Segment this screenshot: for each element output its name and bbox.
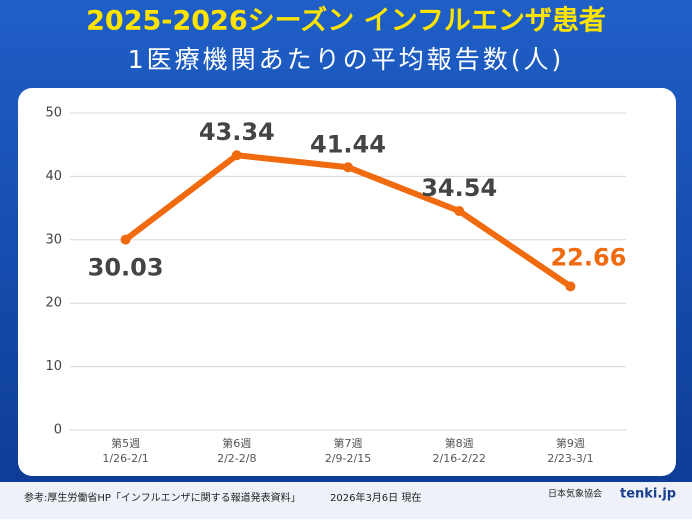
x-tick-label: 第6週 xyxy=(222,436,251,450)
chart-title: 2025-2026シーズン インフルエンザ患者 xyxy=(86,5,606,37)
y-tick-label: 20 xyxy=(45,296,62,311)
x-tick-sublabel: 2/16-2/22 xyxy=(433,452,486,465)
value-label: 43.34 xyxy=(199,118,275,146)
value-label: 30.03 xyxy=(88,254,164,282)
chart-subtitle: 1医療機関あたりの平均報告数(人) xyxy=(128,45,564,74)
y-tick-label: 40 xyxy=(45,169,62,184)
value-label: 22.66 xyxy=(550,243,626,271)
point xyxy=(231,150,242,161)
x-tick-label: 第7週 xyxy=(334,436,363,450)
panel xyxy=(18,88,676,476)
footer-band xyxy=(0,482,692,519)
value-label: 41.44 xyxy=(310,130,386,158)
x-tick-label: 第8週 xyxy=(445,436,474,450)
x-tick-sublabel: 1/26-2/1 xyxy=(102,452,148,465)
x-tick-label: 第9週 xyxy=(556,436,585,450)
y-tick-label: 50 xyxy=(45,106,62,121)
point xyxy=(343,162,353,173)
value-label: 34.54 xyxy=(421,174,497,202)
brand: tenki.jp xyxy=(620,487,676,502)
y-tick-label: 10 xyxy=(45,359,62,374)
credit: 日本気象協会 xyxy=(548,488,602,500)
source: 参考:厚生労働省HP「インフルエンザに関する報道発表資料」 xyxy=(24,491,301,504)
x-tick-sublabel: 2/9-2/15 xyxy=(325,452,371,465)
x-tick-sublabel: 2/2-2/8 xyxy=(217,452,256,465)
point xyxy=(454,206,465,217)
date: 2026年3月6日 現在 xyxy=(330,491,421,504)
point xyxy=(120,234,131,245)
x-tick-sublabel: 2/23-3/1 xyxy=(547,452,593,465)
y-tick-label: 0 xyxy=(54,423,62,438)
y-tick-label: 30 xyxy=(45,232,62,247)
point xyxy=(565,281,576,292)
x-tick-label: 第5週 xyxy=(111,436,140,450)
